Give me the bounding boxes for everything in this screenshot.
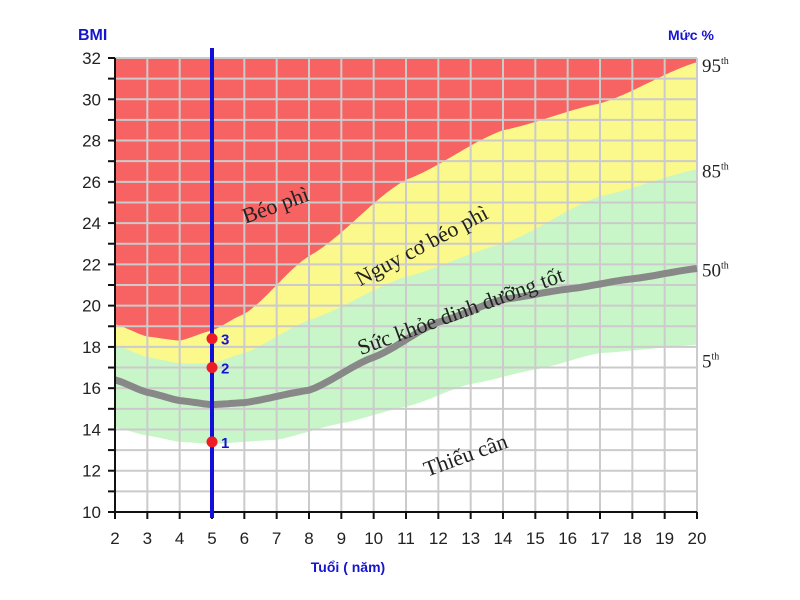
y-tick-label: 32 <box>82 49 101 68</box>
x-tick-label: 13 <box>461 529 480 548</box>
x-tick-label: 8 <box>304 529 313 548</box>
percentile-suffix: th <box>721 260 729 271</box>
y-tick-label: 20 <box>82 297 101 316</box>
y-tick-label: 18 <box>82 338 101 357</box>
y-tick-label: 28 <box>82 132 101 151</box>
x-tick-label: 6 <box>240 529 249 548</box>
x-tick-label: 7 <box>272 529 281 548</box>
percentile-suffix: th <box>712 351 720 362</box>
x-tick-label: 18 <box>623 529 642 548</box>
percentile-label-85: 85th <box>702 161 729 182</box>
percentile-label-5: 5th <box>702 351 719 372</box>
x-tick-label: 5 <box>207 529 216 548</box>
x-tick-label: 4 <box>175 529 184 548</box>
x-tick-label: 11 <box>397 529 415 548</box>
data-point-3 <box>206 333 218 345</box>
y-tick-label: 14 <box>82 420 101 439</box>
data-point-1 <box>206 436 218 448</box>
x-tick-label: 14 <box>494 529 513 548</box>
x-tick-label: 15 <box>526 529 545 548</box>
data-point-label-1: 1 <box>221 435 229 452</box>
x-tick-label: 9 <box>337 529 346 548</box>
y-tick-label: 24 <box>82 214 101 233</box>
x-tick-label: 12 <box>429 529 448 548</box>
x-tick-label: 10 <box>364 529 383 548</box>
y-tick-label: 10 <box>82 503 101 522</box>
x-tick-label: 20 <box>688 529 707 548</box>
data-point-2 <box>206 362 218 374</box>
percentile-label-95: 95th <box>702 56 729 77</box>
y-tick-label: 26 <box>82 173 101 192</box>
data-point-label-3: 3 <box>221 332 229 349</box>
x-tick-label: 17 <box>591 529 610 548</box>
y-tick-label: 22 <box>82 255 101 274</box>
y-axis-label: BMI <box>78 27 107 44</box>
percentile-label-50: 50th <box>702 260 729 281</box>
x-axis-label: Tuổi ( năm) <box>311 559 385 575</box>
y-tick-label: 12 <box>82 462 101 481</box>
right-axis-label: Mức % <box>668 27 714 43</box>
x-tick-label: 2 <box>110 529 119 548</box>
x-tick-label: 19 <box>655 529 674 548</box>
x-tick-label: 3 <box>143 529 152 548</box>
y-tick-label: 30 <box>82 90 101 109</box>
y-tick-label: 16 <box>82 379 101 398</box>
percentile-suffix: th <box>721 161 729 172</box>
data-point-label-2: 2 <box>221 361 229 378</box>
percentile-suffix: th <box>721 56 729 67</box>
x-tick-label: 16 <box>558 529 577 548</box>
